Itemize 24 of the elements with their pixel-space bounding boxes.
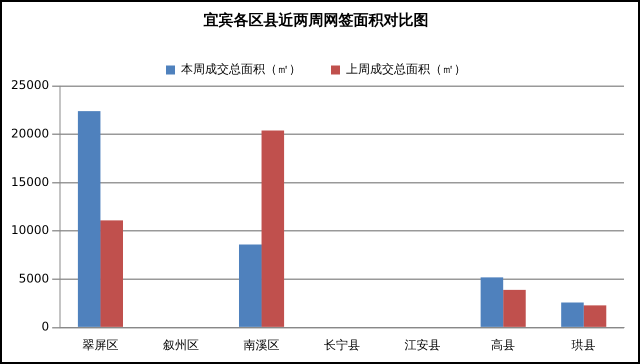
x-tick-label: 叙州区 <box>162 338 199 352</box>
bar <box>238 244 262 327</box>
bar <box>262 130 284 327</box>
bar <box>100 220 123 327</box>
bar <box>503 290 526 327</box>
y-tick-label: 0 <box>42 320 50 334</box>
y-tick-label: 5000 <box>18 271 50 286</box>
legend-label: 本周成交总面积（㎡） <box>181 62 301 76</box>
x-tick-label: 江安县 <box>404 338 441 352</box>
y-tick-label: 25000 <box>10 78 50 92</box>
chart-title: 宜宾各区县近两周网签面积对比图 <box>204 10 428 29</box>
bar <box>561 302 584 327</box>
bar <box>480 277 504 327</box>
x-tick-label: 南溪区 <box>244 338 280 352</box>
x-tick-label: 长宁县 <box>324 338 360 352</box>
x-tick-label: 翠屏区 <box>82 338 118 352</box>
bar <box>584 305 606 327</box>
bar <box>78 111 100 327</box>
y-tick-label: 20000 <box>10 126 50 140</box>
legend-label: 上周成交总面积（㎡） <box>346 62 466 76</box>
y-tick-label: 15000 <box>10 174 50 189</box>
x-tick-label: 珙县 <box>572 338 596 352</box>
y-tick-label: 10000 <box>10 223 50 238</box>
x-tick-label: 高县 <box>491 338 516 352</box>
